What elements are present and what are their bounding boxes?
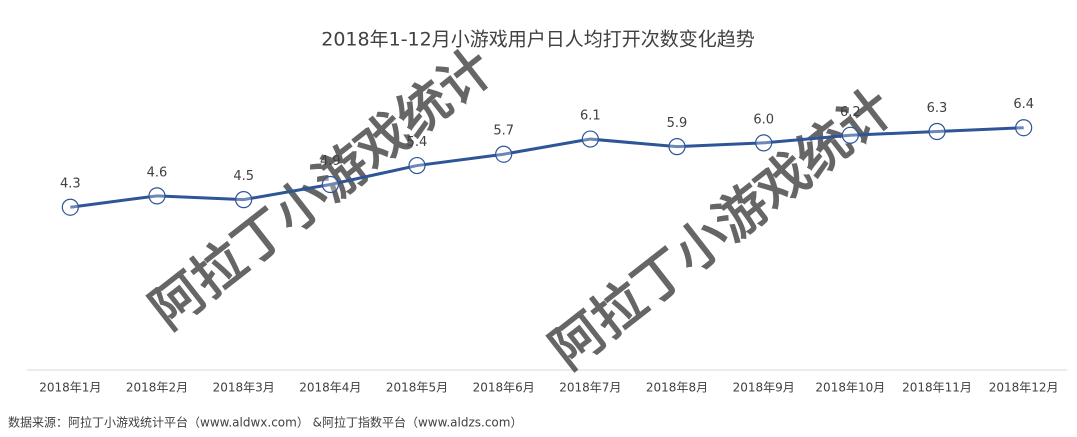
marker <box>235 191 253 209</box>
data-label: 4.6 <box>147 165 168 180</box>
chart-title: 2018年1-12月小游戏用户日人均打开次数变化趋势 <box>321 29 754 51</box>
marker <box>581 130 599 148</box>
marker <box>408 156 426 175</box>
marker <box>668 138 686 156</box>
marker <box>321 175 339 194</box>
marker <box>928 122 946 141</box>
data-label: 6.1 <box>580 109 601 124</box>
marker <box>1015 119 1033 137</box>
x-tick-label: 2018年7月 <box>559 381 621 395</box>
x-tick-label: 2018年5月 <box>386 381 448 395</box>
marker <box>755 134 773 152</box>
data-label: 4.9 <box>320 154 341 169</box>
data-label: 5.7 <box>493 124 514 139</box>
line <box>70 126 1024 209</box>
data-label: 6.4 <box>1013 97 1034 112</box>
marker <box>61 198 79 216</box>
x-tick-label: 2018年9月 <box>733 381 795 395</box>
x-tick-label: 2018年8月 <box>646 381 708 395</box>
data-label: 5.4 <box>407 135 428 150</box>
source-note: 数据来源：阿拉丁小游戏统计平台（www.aldwx.com） &阿拉丁指数平台（… <box>8 415 522 430</box>
data-label: 6.0 <box>753 112 774 127</box>
x-tick-label: 2018年2月 <box>126 381 188 395</box>
x-tick-label: 2018年4月 <box>299 381 361 395</box>
x-tick-label: 2018年1月 <box>39 381 101 395</box>
data-label: 6.3 <box>927 101 948 116</box>
x-tick-label: 2018年10月 <box>815 381 885 395</box>
marker <box>841 126 859 144</box>
data-label: 4.3 <box>60 177 81 192</box>
marker <box>495 145 513 163</box>
data-label: 4.5 <box>233 169 254 184</box>
x-tick-label: 2018年6月 <box>473 381 535 395</box>
x-tick-label: 2018年3月 <box>213 381 275 395</box>
data-label: 6.2 <box>840 105 861 120</box>
marker <box>148 187 166 205</box>
data-label: 5.9 <box>667 116 688 131</box>
x-tick-label: 2018年11月 <box>902 381 972 395</box>
x-tick-label: 2018年12月 <box>989 381 1059 395</box>
